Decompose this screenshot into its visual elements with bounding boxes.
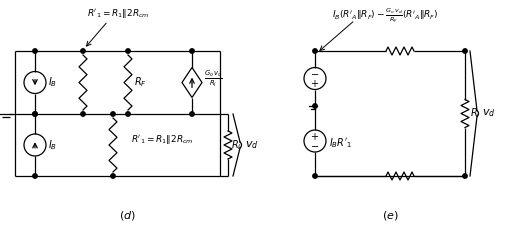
Circle shape [33,174,37,178]
Text: $-$: $-$ [311,141,320,150]
Circle shape [463,174,467,178]
Text: $(e)$: $(e)$ [382,209,398,223]
Circle shape [463,49,467,53]
Text: $I_B(R'_A\|R_F)-\frac{G_o\,v_d}{R_F}(R'_A\|R_F)$: $I_B(R'_A\|R_F)-\frac{G_o\,v_d}{R_F}(R'_… [332,7,438,25]
Text: $v_d$: $v_d$ [245,139,259,151]
Text: $+$: $+$ [311,131,320,142]
Text: $(d)$: $(d)$ [119,209,136,223]
Text: $v_d$: $v_d$ [482,108,495,119]
Circle shape [126,49,130,53]
Circle shape [313,104,317,108]
Text: $I_B$: $I_B$ [48,138,57,152]
Circle shape [81,49,85,53]
Text: $-$: $-$ [311,69,320,78]
Text: $\frac{G_o\,v_d}{R_i}$: $\frac{G_o\,v_d}{R_i}$ [204,68,223,89]
Circle shape [111,112,115,116]
Circle shape [313,49,317,53]
Text: $I_B$: $I_B$ [48,76,57,89]
Circle shape [33,49,37,53]
Circle shape [126,112,130,116]
Circle shape [81,112,85,116]
Circle shape [190,112,194,116]
Circle shape [313,174,317,178]
Text: $R_i$: $R_i$ [231,138,241,152]
Circle shape [190,49,194,53]
Text: $+$: $+$ [311,78,320,89]
Text: $R_i$: $R_i$ [470,107,481,121]
Text: $R'_1 = R_1 \| 2R_{cm}$: $R'_1 = R_1 \| 2R_{cm}$ [131,134,193,146]
Text: $R_F$: $R_F$ [134,76,147,89]
Circle shape [33,112,37,116]
Text: $I_B R'_1$: $I_B R'_1$ [329,136,352,150]
Circle shape [33,112,37,116]
Circle shape [111,174,115,178]
Text: $R'_1 = R_1 \| 2R_{cm}$: $R'_1 = R_1 \| 2R_{cm}$ [87,7,149,19]
